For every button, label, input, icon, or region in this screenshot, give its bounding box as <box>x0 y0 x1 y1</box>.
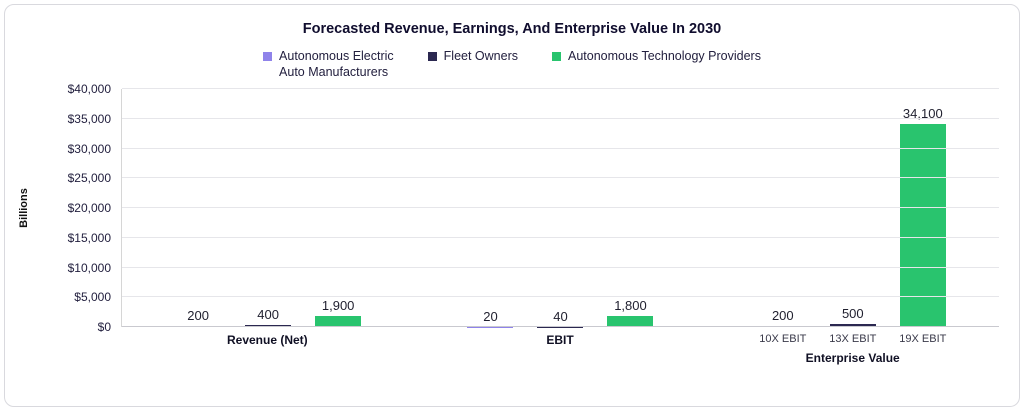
bar-chart: Billions $0 $5,000 $10,000 $15,000 $20,000 $2… <box>11 89 999 375</box>
chart-card: Forecasted Revenue, Earnings, And Enterp… <box>4 4 1020 407</box>
bar-value-label: 200 <box>187 308 209 323</box>
y-tick-label: $40,000 <box>68 82 111 96</box>
x-axis-cell: Revenue (Net) <box>121 327 414 375</box>
bar-sublabel: 19X EBIT <box>886 333 960 345</box>
bar-value-label: 1,800 <box>614 298 647 313</box>
bar-sublabel: 13X EBIT <box>816 333 890 345</box>
bar-value-label: 200 <box>772 308 794 323</box>
bar-value-label: 20 <box>483 309 497 324</box>
bar-group-0: 200 400 1,900 <box>122 89 414 327</box>
bar-value-label: 1,900 <box>322 298 355 313</box>
y-tick-label: $20,000 <box>68 201 111 215</box>
y-tick-label: $5,000 <box>74 290 111 304</box>
legend-label: Fleet Owners <box>444 49 518 65</box>
x-axis-cell: EBIT <box>414 327 707 375</box>
gridline <box>122 296 999 297</box>
y-tick-label: $30,000 <box>68 142 111 156</box>
legend-swatch-icon <box>552 52 561 61</box>
x-category-label: Revenue (Net) <box>121 333 414 347</box>
y-tick-label: $15,000 <box>68 231 111 245</box>
gridline <box>122 88 999 89</box>
bar-value-label: 40 <box>553 309 567 324</box>
bar-value-label: 34,100 <box>903 106 943 121</box>
bar-sublabel: 10X EBIT <box>746 333 820 345</box>
axis-baseline <box>122 326 999 327</box>
legend-label: Autonomous Technology Providers <box>568 49 761 65</box>
gridline <box>122 177 999 178</box>
gridline <box>122 148 999 149</box>
x-category-label: Enterprise Value <box>706 351 999 365</box>
chart-title: Forecasted Revenue, Earnings, And Enterp… <box>5 21 1019 37</box>
bar-wrap: 400 <box>245 89 291 327</box>
y-axis-label-cell: Billions <box>11 89 37 327</box>
y-tick-label: $0 <box>98 320 111 334</box>
gridline <box>122 207 999 208</box>
legend-item-2: Autonomous Technology Providers <box>552 49 761 65</box>
bar-wrap: 1,800 <box>607 89 653 327</box>
x-category-label: EBIT <box>414 333 707 347</box>
bar-value-label: 400 <box>257 307 279 322</box>
gridline <box>122 118 999 119</box>
bar-wrap: 200 <box>175 89 221 327</box>
y-axis: $0$5,000$10,000$15,000$20,000$25,000$30,… <box>37 89 121 327</box>
bar-wrap: 40 <box>537 89 583 327</box>
y-tick-label: $10,000 <box>68 261 111 275</box>
legend-swatch-icon <box>428 52 437 61</box>
legend-swatch-icon <box>263 52 272 61</box>
bar-value-label: 500 <box>842 306 864 321</box>
legend-item-1: Fleet Owners <box>428 49 518 65</box>
bar-wrap: 20 <box>467 89 513 327</box>
bar-group-1: 20 40 1,800 <box>414 89 706 327</box>
y-axis-label: Billions <box>18 188 30 228</box>
gridline <box>122 267 999 268</box>
y-tick-label: $25,000 <box>68 171 111 185</box>
gridline <box>122 237 999 238</box>
y-tick-label: $35,000 <box>68 112 111 126</box>
bar-wrap: 1,900 <box>315 89 361 327</box>
